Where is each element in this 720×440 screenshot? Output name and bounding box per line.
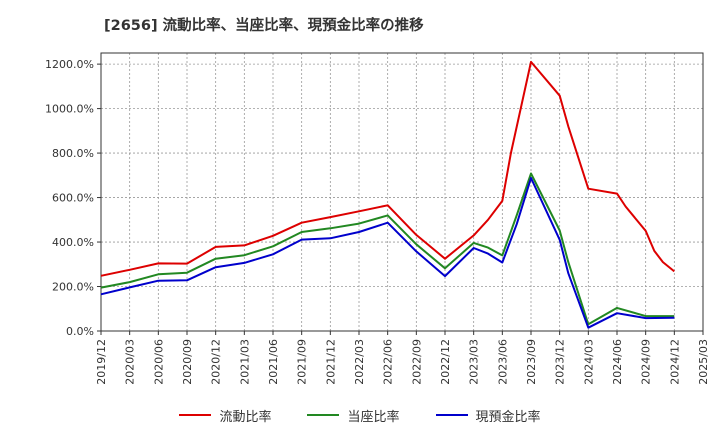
x-tick-label: 2023/06: [496, 339, 509, 385]
y-tick-label: 400.0%: [52, 236, 94, 249]
line-chart: 0.0% 200.0% 400.0% 600.0% 800.0% 1000.0% 1200.…: [45, 52, 710, 385]
y-tick-label: 1000.0%: [45, 103, 94, 116]
legend-label-cash-ratio: 現預金比率: [475, 409, 541, 425]
legend-item-cash-ratio: 現預金比率: [435, 404, 541, 426]
x-tick-label: 2024/06: [611, 339, 624, 385]
y-tick-label: 200.0%: [52, 281, 94, 294]
x-tick-label: 2022/03: [353, 339, 366, 385]
y-tick-label: 0.0%: [66, 325, 94, 338]
legend-label-current-ratio: 流動比率: [219, 409, 272, 425]
x-tick-label: 2020/03: [124, 339, 137, 385]
x-tick-label: 2020/06: [152, 339, 165, 385]
legend: 流動比率 当座比率 現預金比率: [0, 404, 720, 426]
x-tick-label: 2021/06: [267, 339, 280, 385]
x-tick-label: 2020/12: [210, 339, 223, 385]
series-line-0: [100, 60, 675, 277]
x-tick-label: 2024/12: [668, 339, 681, 385]
plot-frame: [100, 52, 704, 332]
x-tick-label: 2024/09: [640, 339, 653, 385]
x-tick-label: 2024/03: [582, 339, 595, 385]
legend-label-quick-ratio: 当座比率: [347, 409, 400, 425]
legend-item-current-ratio: 流動比率: [179, 404, 271, 426]
x-tick-label: 2019/12: [95, 339, 108, 385]
x-tick-label: 2022/09: [410, 339, 423, 385]
y-tick-label: 800.0%: [52, 147, 94, 160]
x-tick-label: 2023/12: [554, 339, 567, 385]
x-tick-label: 2020/09: [181, 339, 194, 385]
x-tick-label: 2021/12: [324, 339, 337, 385]
x-tick-label: 2022/06: [382, 339, 395, 385]
axes: 0.0% 200.0% 400.0% 600.0% 800.0% 1000.0% 1200.…: [45, 52, 710, 385]
series-lines: [100, 60, 675, 329]
legend-swatch-cash-ratio: [435, 414, 468, 416]
series-line-1: [100, 172, 675, 326]
series-line-2: [100, 177, 675, 329]
x-tick-label: 2022/12: [439, 339, 452, 385]
x-tick-label: 2025/03: [697, 339, 710, 385]
legend-swatch-current-ratio: [179, 414, 212, 416]
x-tick-label: 2021/09: [296, 339, 309, 385]
chart-title: [2656] 流動比率、当座比率、現預金比率の推移: [104, 18, 424, 34]
legend-swatch-quick-ratio: [307, 414, 340, 416]
legend-item-quick-ratio: 当座比率: [307, 404, 400, 426]
y-tick-label: 1200.0%: [45, 58, 94, 71]
x-tick-label: 2021/03: [238, 339, 251, 385]
y-tick-label: 600.0%: [52, 192, 94, 205]
x-tick-label: 2023/03: [468, 339, 481, 385]
x-tick-label: 2023/09: [525, 339, 538, 385]
